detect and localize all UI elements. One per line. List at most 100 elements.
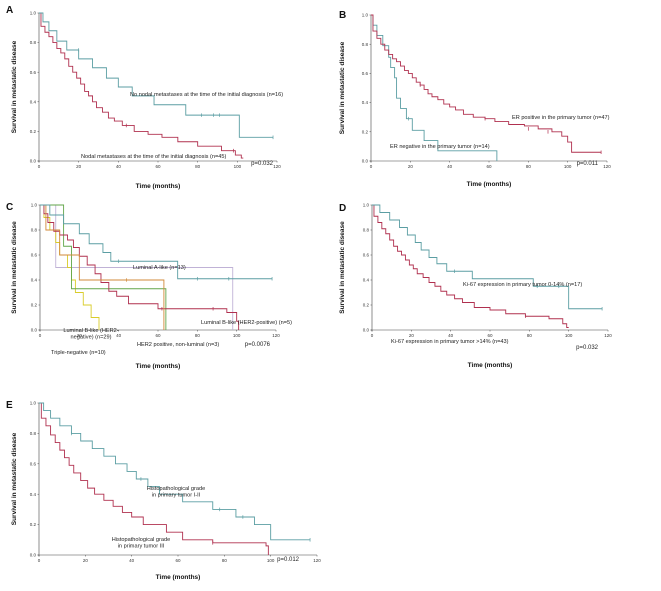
x-tick-label: 40 bbox=[129, 558, 135, 563]
annotation-line: Luminal B-like (HER2- bbox=[63, 328, 118, 334]
y-axis-label: Survival in metastatic disease bbox=[11, 221, 18, 314]
x-tick-label: 120 bbox=[313, 558, 321, 563]
p-value: p=0.032 bbox=[576, 345, 599, 351]
x-tick-label: 60 bbox=[486, 164, 492, 169]
survival-curve bbox=[372, 204, 603, 310]
y-tick-label: 0.8 bbox=[30, 40, 37, 45]
series-annotation: Luminal B-like (HER2-negative) (n=29) bbox=[63, 328, 118, 340]
series-annotation: Nodal metastases at the time of the init… bbox=[81, 154, 226, 160]
y-tick-label: 0.8 bbox=[31, 228, 38, 233]
x-tick-label: 20 bbox=[83, 558, 89, 563]
y-tick-label: 0.4 bbox=[363, 278, 370, 283]
y-axis-label: Survival in metastatic disease bbox=[11, 40, 18, 133]
x-tick-label: 100 bbox=[564, 164, 572, 169]
x-tick-label: 40 bbox=[447, 164, 453, 169]
series-red bbox=[39, 402, 269, 555]
x-tick-label: 40 bbox=[448, 333, 454, 338]
panel-label: D bbox=[339, 203, 346, 214]
y-tick-label: 0.2 bbox=[30, 129, 37, 134]
y-tick-label: 0.2 bbox=[30, 522, 37, 527]
p-value: p=0.0076 bbox=[245, 342, 271, 348]
y-tick-label: 1.0 bbox=[30, 401, 37, 406]
panel-label: A bbox=[6, 5, 13, 16]
y-tick-label: 0.0 bbox=[363, 328, 370, 333]
panel-a: 0.0 0.2 0.4 0.6 0.8 1.0 0 20 40 60 80 100 120 Surviva… bbox=[6, 5, 283, 190]
survival-curve bbox=[371, 14, 498, 161]
survival-curve bbox=[39, 402, 311, 541]
x-tick-label: 0 bbox=[38, 558, 41, 563]
series-annotation: Triple-negative (n=10) bbox=[51, 350, 106, 356]
y-tick-label: 0.0 bbox=[30, 553, 37, 558]
x-tick-label: 0 bbox=[39, 333, 42, 338]
survival-curve bbox=[39, 12, 244, 159]
y-tick-label: 0.0 bbox=[362, 159, 369, 164]
y-axis-label: Survival in metastatic disease bbox=[339, 41, 346, 134]
y-tick-label: 0.2 bbox=[363, 303, 370, 308]
x-tick-label: 60 bbox=[155, 333, 161, 338]
y-tick-label: 0.4 bbox=[31, 278, 38, 283]
x-tick-label: 20 bbox=[409, 333, 415, 338]
y-tick-label: 0.6 bbox=[31, 253, 38, 258]
x-axis-label: Time (months) bbox=[467, 181, 512, 188]
survival-curve bbox=[39, 402, 269, 555]
x-tick-label: 80 bbox=[195, 333, 201, 338]
series-red bbox=[39, 12, 244, 159]
series-orange bbox=[40, 204, 165, 330]
survival-curve bbox=[372, 204, 569, 328]
y-tick-label: 0.8 bbox=[363, 228, 370, 233]
series-green bbox=[40, 204, 167, 330]
panel-c: 0.0 0.2 0.4 0.6 0.8 1.0 0 20 40 60 80 100 120 Surviva… bbox=[6, 202, 292, 370]
p-value: p=0.011 bbox=[577, 161, 599, 167]
y-tick-label: 0.6 bbox=[362, 71, 369, 76]
y-tick-label: 0.2 bbox=[362, 129, 369, 134]
annotation-line: Histopathological grade bbox=[112, 537, 170, 543]
survival-curve bbox=[39, 12, 274, 138]
survival-curve bbox=[371, 14, 602, 153]
y-tick-label: 0.8 bbox=[30, 431, 37, 436]
x-tick-label: 100 bbox=[234, 164, 242, 169]
y-tick-label: 1.0 bbox=[31, 203, 38, 208]
x-tick-label: 100 bbox=[565, 333, 573, 338]
survival-curve bbox=[40, 204, 100, 330]
y-axis-label: Survival in metastatic disease bbox=[339, 221, 346, 314]
series-red bbox=[372, 204, 569, 328]
y-tick-label: 1.0 bbox=[30, 11, 37, 16]
x-tick-label: 0 bbox=[370, 164, 373, 169]
annotation-line: in primary tumor III bbox=[118, 543, 165, 549]
annotation-line: Histopathological grade bbox=[147, 486, 205, 492]
x-tick-label: 120 bbox=[603, 164, 611, 169]
x-tick-label: 60 bbox=[175, 558, 181, 563]
y-tick-label: 0.6 bbox=[30, 70, 37, 75]
y-tick-label: 0.4 bbox=[362, 100, 369, 105]
series-annotation: ER positive in the primary tumor (n=47) bbox=[512, 115, 610, 121]
x-tick-label: 100 bbox=[233, 333, 241, 338]
x-axis-label: Time (months) bbox=[136, 183, 181, 190]
panel-b: 0.0 0.2 0.4 0.6 0.8 1.0 0 20 40 60 80 100 120 Surviva… bbox=[339, 10, 611, 188]
survival-curve bbox=[40, 204, 167, 330]
p-value: p=0.012 bbox=[277, 557, 300, 563]
survival-curve bbox=[40, 204, 273, 280]
series-teal bbox=[40, 204, 273, 281]
series-red bbox=[371, 14, 602, 155]
x-tick-label: 0 bbox=[38, 164, 41, 169]
x-tick-label: 120 bbox=[273, 164, 281, 169]
series-teal bbox=[371, 14, 498, 161]
y-tick-label: 0.8 bbox=[362, 42, 369, 47]
panel-label: B bbox=[339, 10, 346, 21]
x-axis-label: Time (months) bbox=[468, 362, 513, 369]
x-axis-label: Time (months) bbox=[136, 363, 181, 370]
y-tick-label: 1.0 bbox=[363, 203, 370, 208]
y-tick-label: 0.6 bbox=[363, 253, 370, 258]
x-tick-label: 100 bbox=[267, 558, 275, 563]
series-annotation: Histopathological grade in primary tumor … bbox=[112, 537, 170, 549]
x-tick-label: 80 bbox=[222, 558, 228, 563]
y-tick-label: 0.6 bbox=[30, 461, 37, 466]
p-value: p=0.032 bbox=[251, 161, 274, 167]
y-tick-label: 0.4 bbox=[30, 492, 37, 497]
x-tick-label: 0 bbox=[371, 333, 374, 338]
x-tick-label: 20 bbox=[76, 164, 82, 169]
y-tick-label: 0.4 bbox=[30, 99, 37, 104]
series-annotation: Histopathological grade in primary tumor … bbox=[147, 486, 205, 498]
